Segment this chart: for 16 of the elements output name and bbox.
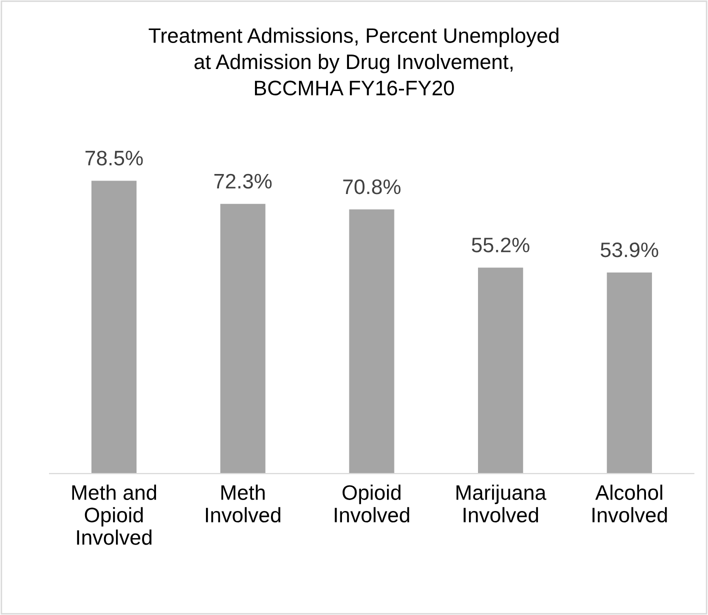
chart-title: Treatment Admissions, Percent Unemployed at Admission by Drug Involvement, BCCMHA FY16-FY20: [148, 28, 558, 96]
bar: [349, 209, 394, 474]
data-label: 55.2%: [472, 238, 530, 252]
x-tick-label: Meth Involved: [206, 484, 280, 522]
data-label: 78.5%: [86, 150, 143, 166]
data-label: 72.3%: [214, 174, 272, 189]
bar: [91, 180, 137, 474]
x-tick-label: Meth and Opioid Involved: [72, 484, 156, 545]
x-tick-label: Marijuana Involved: [456, 484, 546, 522]
bar: [606, 272, 652, 474]
data-label: 70.8%: [343, 179, 400, 194]
x-tick-label: Alcohol Involved: [592, 484, 667, 522]
x-tick-label: Opioid Involved: [334, 484, 410, 522]
bar: [478, 268, 524, 474]
data-label: 53.9%: [600, 242, 658, 258]
bar: [220, 204, 266, 474]
